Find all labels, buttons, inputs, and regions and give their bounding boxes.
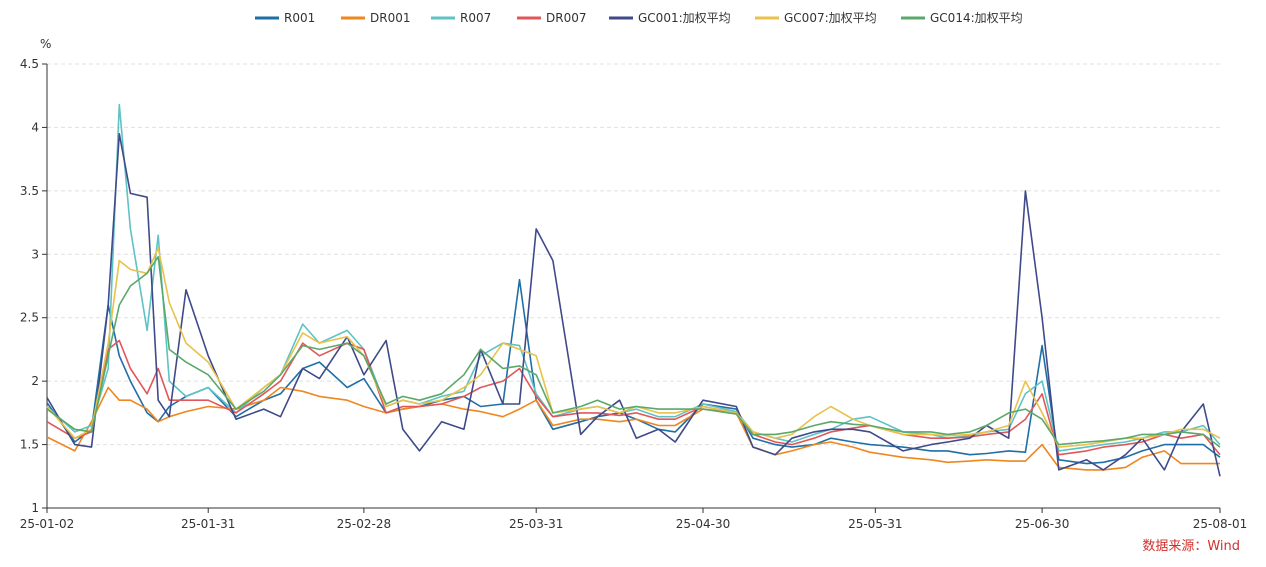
series-line-3 <box>46 339 1221 456</box>
series-lines <box>46 103 1221 477</box>
legend-item-2[interactable]: R007 <box>431 11 491 25</box>
legend-label: GC007:加权平均 <box>784 11 877 25</box>
y-tick-label: 4.5 <box>20 57 39 71</box>
x-tick-label: 25-08-01 <box>1193 517 1247 531</box>
legend-label: R007 <box>460 11 491 25</box>
series-line-4 <box>46 133 1221 477</box>
legend-item-5[interactable]: GC007:加权平均 <box>755 11 877 25</box>
series-line-5 <box>46 247 1221 448</box>
x-tick-label: 25-06-30 <box>1015 517 1069 531</box>
x-tick-label: 25-05-31 <box>848 517 902 531</box>
legend-label: R001 <box>284 11 315 25</box>
series-line-6 <box>46 255 1221 448</box>
legend-label: GC014:加权平均 <box>930 11 1023 25</box>
x-tick-label: 25-01-02 <box>20 517 74 531</box>
x-tick-label: 25-03-31 <box>509 517 563 531</box>
series-line-1 <box>46 386 1220 471</box>
legend-item-3[interactable]: DR007 <box>517 11 586 25</box>
data-source-note: 数据来源：Wind <box>1142 539 1240 554</box>
legend[interactable]: R001 DR001 R007 DR007 GC001:加权平均 GC007:加权平均 GC… <box>255 11 1023 25</box>
series-line-0 <box>46 278 1221 465</box>
y-tick-label: 3 <box>31 247 39 261</box>
legend-item-6[interactable]: GC014:加权平均 <box>901 11 1023 25</box>
y-tick-label: 3.5 <box>20 184 39 198</box>
y-tick-label: 1.5 <box>20 438 39 452</box>
y-tick-label: 2.5 <box>20 311 39 325</box>
x-tick-label: 25-04-30 <box>676 517 730 531</box>
y-axis: 1 1.5 2 2.5 3 3.5 4 4.5 <box>20 57 48 515</box>
legend-item-0[interactable]: R001 <box>255 11 315 25</box>
y-tick-label: 1 <box>31 501 39 515</box>
x-tick-label: 25-01-31 <box>181 517 235 531</box>
x-tick-label: 25-02-28 <box>337 517 391 531</box>
legend-label: DR001 <box>370 11 410 25</box>
y-tick-label: 2 <box>31 374 39 388</box>
legend-item-1[interactable]: DR001 <box>341 11 410 25</box>
x-axis: 25-01-02 25-01-31 25-02-28 25-03-31 25-04-30… <box>20 507 1247 531</box>
y-tick-label: 4 <box>31 120 39 134</box>
legend-label: GC001:加权平均 <box>638 11 731 25</box>
legend-item-4[interactable]: GC001:加权平均 <box>609 11 731 25</box>
legend-label: DR007 <box>546 11 586 25</box>
y-unit-label: % <box>40 37 51 51</box>
